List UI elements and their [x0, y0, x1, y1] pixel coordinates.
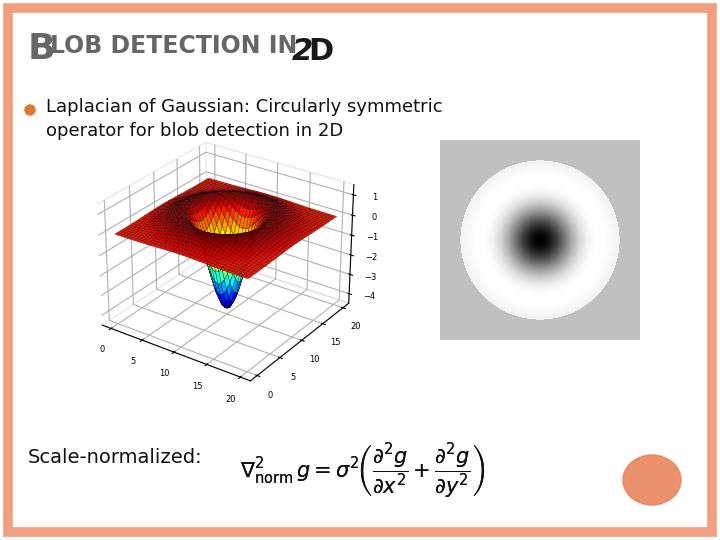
- Text: $\nabla^2_{\rm norm}\,g = \sigma^2\!\left(\dfrac{\partial^2 g}{\partial x^2} + \: $\nabla^2_{\rm norm}\,g = \sigma^2\!\lef…: [240, 442, 485, 501]
- Text: operator for blob detection in 2D: operator for blob detection in 2D: [46, 122, 343, 140]
- Text: 2: 2: [292, 37, 313, 66]
- Circle shape: [25, 105, 35, 115]
- Text: LOB DETECTION IN: LOB DETECTION IN: [50, 34, 305, 58]
- Text: Scale-normalized:: Scale-normalized:: [28, 448, 202, 467]
- Text: $\nabla^2_{\rm norm}\,g = \sigma^2\!\left(\dfrac{\partial^2 g}{\partial x^2} + \: $\nabla^2_{\rm norm}\,g = \sigma^2\!\lef…: [240, 442, 485, 501]
- Text: D: D: [308, 37, 333, 66]
- Text: B: B: [28, 32, 55, 66]
- Ellipse shape: [623, 455, 681, 505]
- Text: Laplacian of Gaussian: Circularly symmetric: Laplacian of Gaussian: Circularly symmet…: [46, 98, 443, 116]
